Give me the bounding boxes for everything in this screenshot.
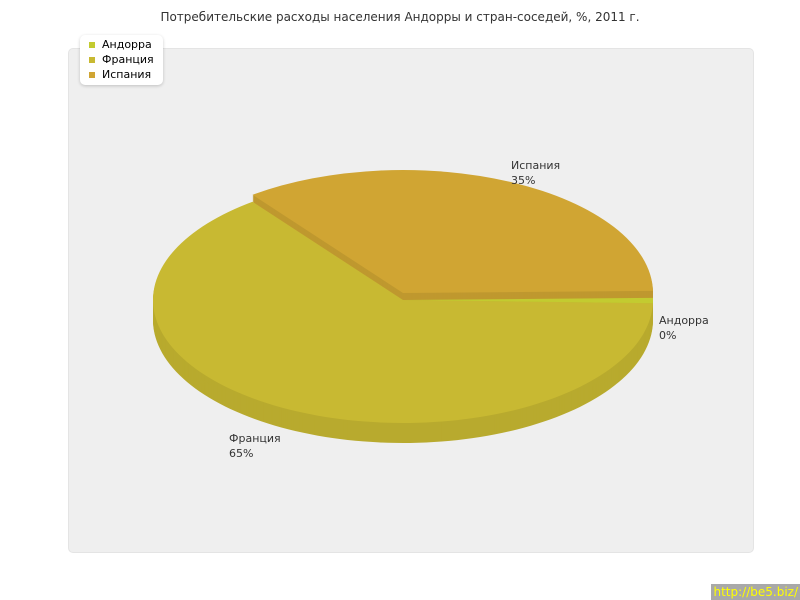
data-label-name: Франция xyxy=(229,432,281,445)
legend-item-andorra[interactable]: Андорра xyxy=(89,37,154,52)
pie-slice-andorra[interactable] xyxy=(403,297,653,304)
data-label-value: 35% xyxy=(511,174,535,187)
data-label-name: Испания xyxy=(511,159,560,172)
legend-swatch xyxy=(89,71,95,78)
legend-label: Андорра xyxy=(102,38,152,51)
legend-swatch xyxy=(89,41,95,48)
chart-title: Потребительские расходы населения Андорр… xyxy=(160,10,640,24)
credit-link[interactable]: http://be5.biz/ xyxy=(711,584,800,600)
data-label-value: 65% xyxy=(229,447,253,460)
legend-item-spain[interactable]: Испания xyxy=(89,67,154,82)
legend-swatch xyxy=(89,56,95,63)
legend-label: Франция xyxy=(102,53,154,66)
data-label-value: 0% xyxy=(659,329,676,342)
pie-slice-france[interactable] xyxy=(152,201,653,424)
legend: Андорра Франция Испания xyxy=(80,35,163,85)
legend-label: Испания xyxy=(102,68,152,81)
legend-item-france[interactable]: Франция xyxy=(89,52,154,67)
data-label-name: Андорра xyxy=(659,314,709,327)
pie-slice-spain[interactable] xyxy=(252,169,653,293)
